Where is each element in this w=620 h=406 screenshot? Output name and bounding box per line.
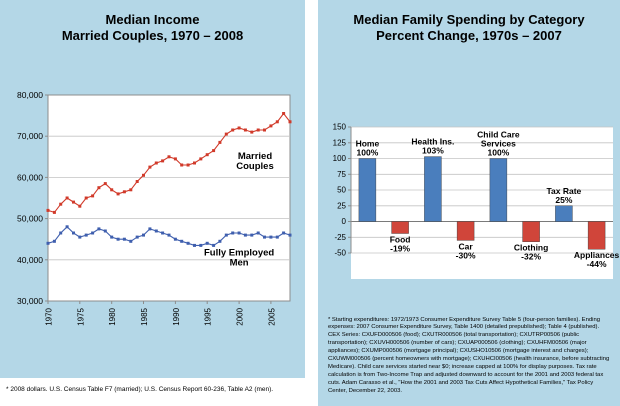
svg-text:103%: 103% — [422, 145, 444, 155]
svg-text:125: 125 — [333, 138, 347, 147]
svg-text:-25: -25 — [334, 233, 346, 242]
svg-text:75: 75 — [337, 170, 346, 179]
svg-text:Food: Food — [390, 234, 411, 244]
median-income-title-line1: Median Income — [105, 12, 200, 27]
bar-chart-wrap: -50 -25 0 25 50 75 100 125 150 Home 100% Food -19% He… — [318, 119, 620, 312]
median-income-title-line2: Married Couples, 1970 – 2008 — [61, 28, 244, 44]
panel-divider — [305, 0, 318, 406]
svg-text:150: 150 — [333, 122, 347, 131]
svg-text:Appliances: Appliances — [574, 250, 619, 260]
spending-title-line1: Median Family Spending by Category — [353, 12, 585, 27]
spending-footnote: * Starting expenditures: 1972/1973 Consu… — [328, 316, 610, 395]
svg-text:Tax Rate: Tax Rate — [546, 185, 581, 195]
spending-title-line2: Percent Change, 1970s – 2007 — [376, 28, 562, 44]
median-income-line-chart: 30,000 40,000 50,000 60,000 70,000 80,000 1970… — [17, 90, 292, 325]
svg-text:1990: 1990 — [172, 307, 181, 325]
spending-bar-chart: -50-250255075100125150Home100%Food-19%He… — [333, 122, 620, 279]
median-income-panel: Median Income Married Couples, 1970 – 20… — [0, 0, 305, 406]
svg-text:50,000: 50,000 — [17, 213, 43, 223]
svg-text:Couples: Couples — [236, 160, 273, 171]
svg-text:Health Ins.: Health Ins. — [411, 136, 454, 146]
svg-text:60,000: 60,000 — [17, 172, 43, 182]
svg-text:100: 100 — [333, 154, 347, 163]
svg-text:1980: 1980 — [108, 307, 117, 325]
svg-text:Men: Men — [230, 257, 249, 268]
svg-text:-30%: -30% — [456, 250, 476, 260]
svg-text:Home: Home — [356, 138, 380, 148]
spending-change-panel: Median Family Spending by Category Perce… — [318, 0, 620, 406]
svg-text:50: 50 — [337, 185, 346, 194]
svg-text:1975: 1975 — [76, 307, 85, 325]
median-income-title: Median Income Married Couples, 1970 – 20… — [0, 12, 305, 45]
svg-text:2005: 2005 — [267, 307, 276, 325]
svg-text:-44%: -44% — [587, 259, 607, 269]
svg-text:Car: Car — [459, 241, 474, 251]
svg-text:80,000: 80,000 — [17, 90, 43, 100]
svg-text:100%: 100% — [357, 147, 379, 157]
svg-text:70,000: 70,000 — [17, 131, 43, 141]
median-income-chart-area: Median Income Married Couples, 1970 – 20… — [0, 0, 305, 378]
spending-title: Median Family Spending by Category Perce… — [318, 12, 620, 45]
svg-text:40,000: 40,000 — [17, 254, 43, 264]
svg-text:1970: 1970 — [45, 307, 54, 325]
line-chart-wrap: 30,000 40,000 50,000 60,000 70,000 80,000 1970… — [0, 87, 305, 354]
svg-text:100%: 100% — [488, 147, 510, 157]
svg-text:2000: 2000 — [236, 307, 245, 325]
svg-text:Clothing: Clothing — [514, 242, 548, 252]
svg-text:1995: 1995 — [204, 307, 213, 325]
svg-text:25: 25 — [337, 201, 346, 210]
svg-text:0: 0 — [342, 217, 347, 226]
svg-text:Fully Employed: Fully Employed — [204, 247, 274, 258]
svg-text:Services: Services — [481, 138, 516, 148]
svg-text:-19%: -19% — [390, 243, 410, 253]
svg-text:Child Care: Child Care — [477, 129, 520, 139]
svg-text:-32%: -32% — [521, 251, 541, 261]
svg-text:30,000: 30,000 — [17, 296, 43, 306]
svg-text:1985: 1985 — [140, 307, 149, 325]
svg-text:Married: Married — [238, 150, 273, 161]
svg-text:25%: 25% — [555, 194, 572, 204]
svg-text:-50: -50 — [334, 248, 346, 257]
median-income-footnote: * 2008 dollars. U.S. Census Table F7 (ma… — [0, 378, 305, 393]
